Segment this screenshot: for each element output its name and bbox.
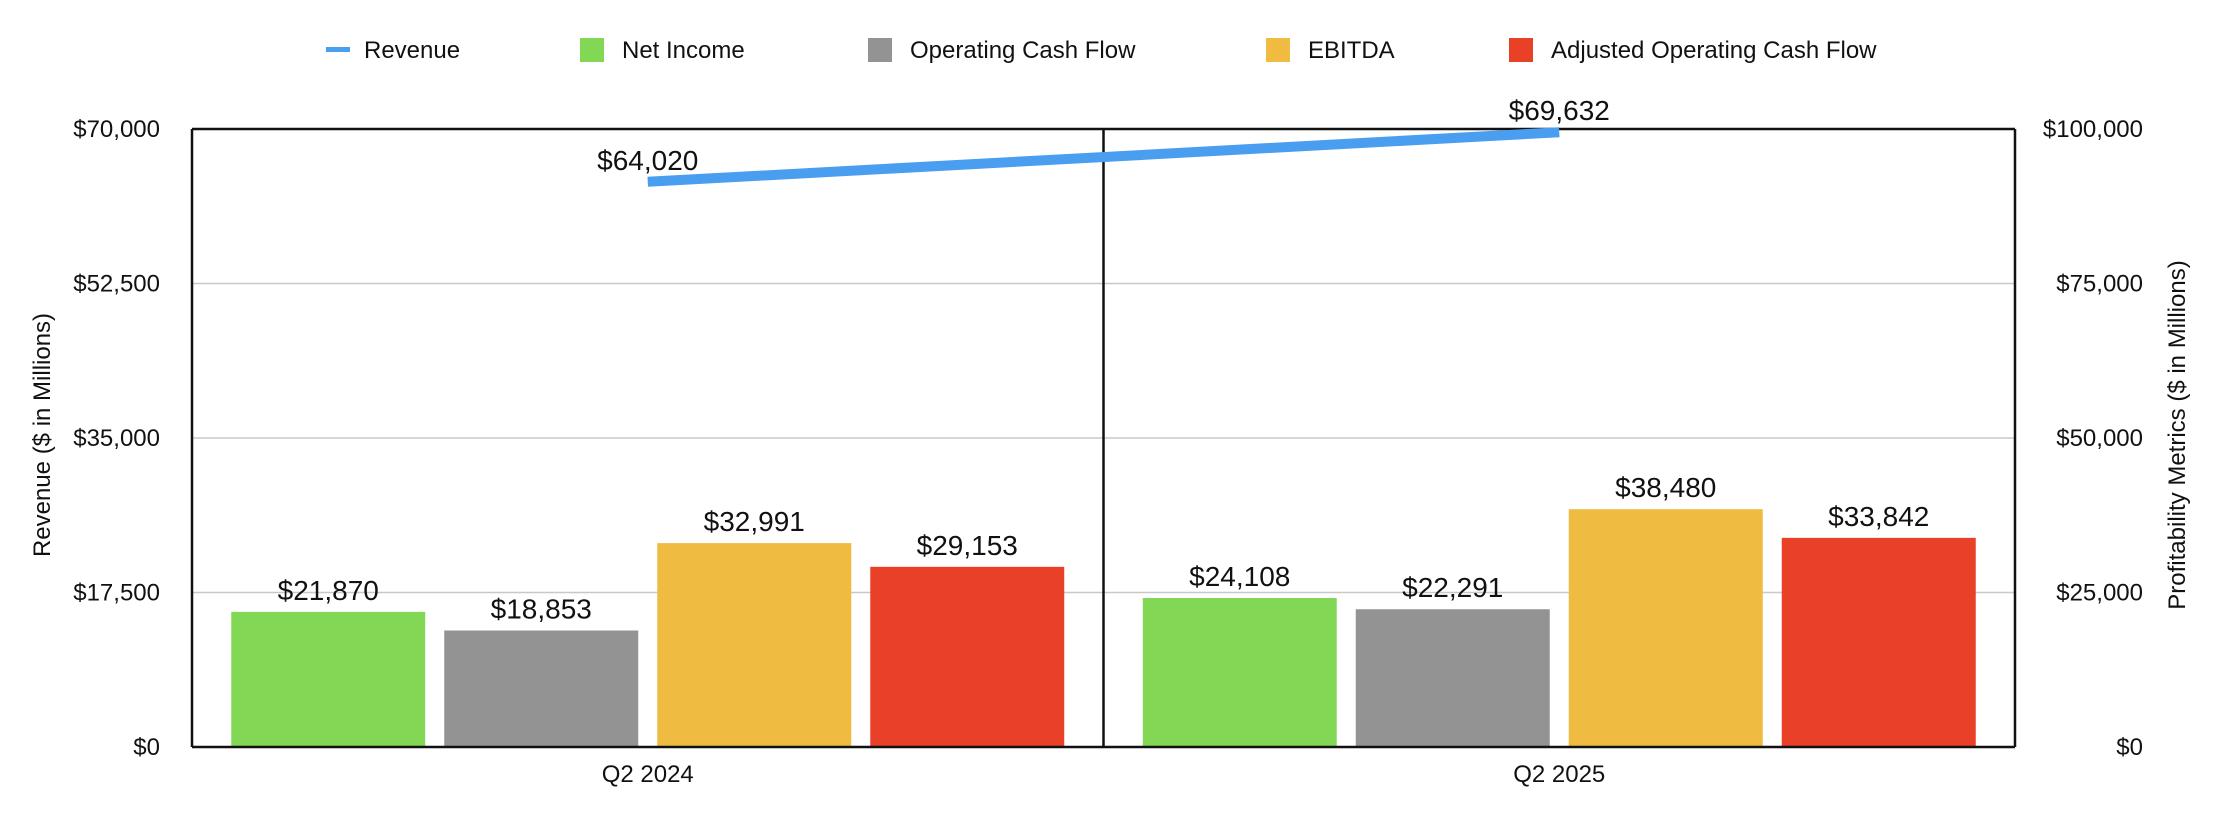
y-right-tick-label: $50,000	[2056, 425, 2143, 452]
legend-item-revenue[interactable]: Revenue	[326, 37, 460, 64]
legend-item-ebitda[interactable]: EBITDA	[1266, 37, 1395, 64]
bar-data-label: $18,853	[491, 593, 592, 624]
y-axis-right-title: Profitability Metrics ($ in Millions)	[2164, 260, 2191, 609]
legend-label: EBITDA	[1308, 37, 1395, 64]
revenue-data-label: $69,632	[1509, 95, 1610, 126]
axes	[190, 127, 2017, 749]
legend-item-operating-cash-flow[interactable]: Operating Cash Flow	[868, 37, 1136, 64]
y-left-tick-label: $70,000	[73, 116, 160, 143]
y-left-tick-label: $0	[133, 734, 160, 761]
legend-line-swatch	[326, 47, 350, 52]
legend-item-adjusted-operating-cash-flow[interactable]: Adjusted Operating Cash Flow	[1509, 37, 1877, 64]
legend-box-swatch	[1509, 38, 1533, 62]
bar-ebitda	[657, 543, 852, 747]
bar-adjusted-operating-cash-flow	[1781, 537, 1976, 747]
y-left-tick-label: $17,500	[73, 580, 160, 607]
bar-data-label: $29,153	[917, 530, 1018, 561]
x-category-label: Q2 2024	[602, 761, 694, 788]
revenue-data-label: $64,020	[597, 145, 698, 176]
revenue-line	[647, 127, 1560, 187]
y-right-tick-label: $100,000	[2043, 116, 2143, 143]
legend[interactable]: Revenue Net Income Operating Cash Flow EBIT…	[326, 37, 1877, 64]
data-labels: $21,870 $18,853 $32,991 $29,153 $24,108 $22,2…	[278, 95, 1930, 624]
legend-label: Adjusted Operating Cash Flow	[1551, 37, 1877, 64]
bar-ebitda	[1568, 509, 1763, 747]
y-left-tick-label: $35,000	[73, 425, 160, 452]
tick-labels: $0 $17,500 $35,000 $52,500 $70,000 $0 $25,000 $…	[73, 116, 2143, 788]
bar-adjusted-operating-cash-flow	[870, 566, 1065, 747]
bar-net-income	[231, 611, 426, 747]
bar-data-label: $22,291	[1402, 572, 1503, 603]
bar-data-label: $21,870	[278, 575, 379, 606]
y-left-tick-label: $52,500	[73, 271, 160, 298]
revenue-line-layer	[647, 127, 1560, 187]
y-right-tick-label: $25,000	[2056, 580, 2143, 607]
legend-item-net-income[interactable]: Net Income	[580, 37, 745, 64]
legend-box-swatch	[1266, 38, 1290, 62]
legend-label: Operating Cash Flow	[910, 37, 1136, 64]
bar-data-label: $24,108	[1189, 561, 1290, 592]
bar-operating-cash-flow	[444, 630, 639, 747]
legend-label: Net Income	[622, 37, 745, 64]
y-axis-left-title: Revenue ($ in Millions)	[29, 313, 56, 557]
bar-data-label: $33,842	[1828, 501, 1929, 532]
y-right-tick-label: $75,000	[2056, 271, 2143, 298]
bar-data-label: $38,480	[1615, 472, 1716, 503]
bar-operating-cash-flow	[1355, 609, 1550, 747]
legend-label: Revenue	[364, 37, 460, 64]
bar-net-income	[1142, 598, 1337, 747]
legend-box-swatch	[868, 38, 892, 62]
x-category-label: Q2 2025	[1513, 761, 1605, 788]
y-right-tick-label: $0	[2116, 734, 2143, 761]
bar-data-label: $32,991	[704, 506, 805, 537]
legend-box-swatch	[580, 38, 604, 62]
bars	[231, 509, 1976, 747]
